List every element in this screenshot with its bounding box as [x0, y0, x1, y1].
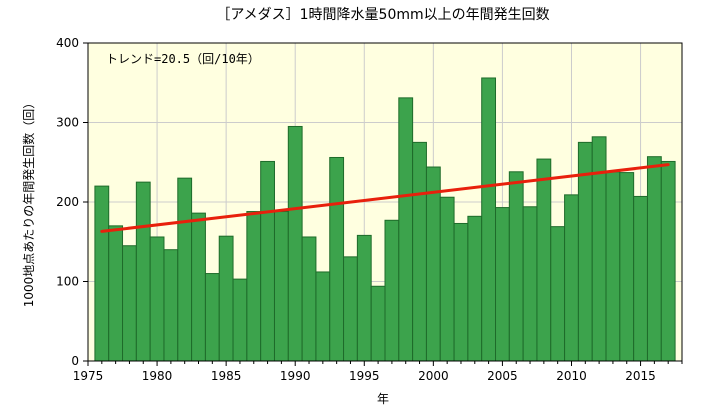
y-axis-title: 1000地点あたりの年間発生回数（回）	[21, 97, 36, 308]
x-tick-label: 2005	[487, 369, 518, 383]
y-tick-label: 0	[71, 354, 79, 368]
bar-2013	[605, 171, 621, 362]
axes: 0 100 200 300 400 1975 1980 1985 1990 1995 2000 200…	[56, 36, 683, 383]
bar-1998	[398, 97, 414, 362]
bar-1984	[204, 273, 220, 362]
trend-line	[100, 163, 670, 233]
bar-1979	[135, 181, 151, 362]
bar-2015	[633, 195, 648, 362]
bar-1980	[149, 236, 165, 362]
bar-2016	[646, 156, 662, 362]
y-tick-label: 100	[56, 275, 79, 289]
bar-2009	[550, 226, 566, 362]
bar-1976	[94, 185, 110, 362]
bar-1990	[287, 125, 303, 362]
bar-2003	[467, 215, 483, 362]
bar-2014	[619, 172, 635, 362]
chart-title: ［アメダス］1時間降水量50mm以上の年間発生回数	[216, 7, 549, 23]
bar-1982	[177, 177, 193, 362]
trend-annotation: トレンド=20.5（回/10年）	[106, 52, 260, 66]
x-tick-label: 1985	[211, 369, 242, 383]
bar-2002	[453, 222, 469, 362]
bar-1996	[370, 285, 386, 362]
bar-1978	[122, 245, 137, 362]
x-tick-label: 2000	[418, 369, 449, 383]
x-tick-label: 1995	[349, 369, 380, 383]
bar-2017	[660, 160, 676, 362]
bar-1992	[315, 271, 331, 362]
bar-1994	[343, 256, 358, 362]
x-tick-label: 2015	[625, 369, 656, 383]
y-tick-label: 200	[56, 195, 79, 209]
bar-2008	[536, 158, 552, 362]
bar-2006	[508, 171, 524, 362]
bar-2000	[425, 166, 441, 362]
x-tick-label: 1975	[73, 369, 104, 383]
bar-2001	[439, 196, 455, 362]
bar-2005	[495, 207, 510, 362]
x-tick-label: 1980	[142, 369, 173, 383]
x-tick-label: 2010	[556, 369, 587, 383]
bars	[94, 77, 676, 362]
y-tick-label: 300	[56, 116, 79, 130]
bar-1987	[246, 211, 262, 362]
y-tick-label: 400	[56, 36, 79, 50]
bar-1988	[260, 160, 275, 362]
bar-2004	[481, 77, 497, 362]
bar-1993	[329, 156, 345, 362]
bar-1981	[163, 249, 179, 362]
bar-1983	[191, 212, 206, 362]
trend-line-group	[100, 163, 670, 233]
bar-1985	[218, 235, 234, 362]
x-tick-label: 1990	[280, 369, 311, 383]
bar-2012	[591, 136, 607, 362]
bar-1997	[384, 219, 400, 362]
bar-1986	[232, 278, 248, 362]
bar-2010	[564, 194, 579, 362]
bar-2007	[522, 206, 538, 362]
bar-1995	[356, 234, 372, 362]
bar-1989	[273, 211, 289, 362]
bar-1977	[108, 225, 124, 362]
bar-1991	[301, 236, 317, 362]
bar-1999	[412, 141, 427, 362]
x-axis-title: 年	[377, 392, 389, 406]
